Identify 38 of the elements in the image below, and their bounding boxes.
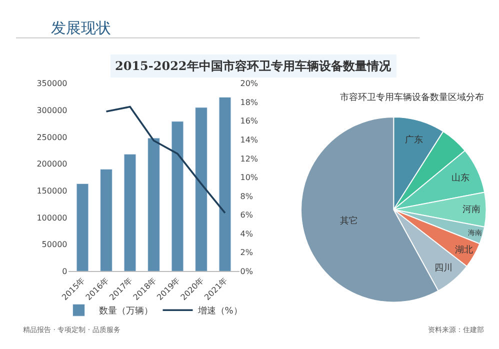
y2-tick-label: 14% <box>240 135 258 144</box>
y-tick-label: 350000 <box>36 79 68 88</box>
y2-tick-label: 16% <box>240 116 258 126</box>
slice-label: 湖北 <box>455 244 474 256</box>
line-series <box>105 106 226 214</box>
bar <box>124 154 136 272</box>
bar <box>171 121 184 272</box>
legend-label: 增速（%） <box>196 306 242 317</box>
y2-tick-label: 8% <box>240 192 254 201</box>
y2-tick-label: 10% <box>240 173 258 182</box>
bar <box>195 107 208 272</box>
y2-tick-label: 18% <box>240 98 258 107</box>
chart-title: 2015-2022年中国市容环卫专用车辆设备数量情况 <box>115 59 392 73</box>
y2-tick-label: 0% <box>240 267 254 276</box>
y-tick-label: 200000 <box>36 160 68 169</box>
y-tick-label: 150000 <box>36 186 68 196</box>
bar <box>148 138 160 272</box>
y-tick-label: 100000 <box>36 213 68 222</box>
slice-label: 其它 <box>340 216 358 227</box>
bar <box>218 96 232 272</box>
y2-tick-label: 2% <box>240 248 254 258</box>
y2-tick-label: 6% <box>240 210 254 220</box>
y2-tick-label: 12% <box>240 154 258 164</box>
chart-title: 市容环卫专用车辆设备数量区域分布 <box>340 92 484 103</box>
legend-label: 数量（万辆） <box>98 306 153 317</box>
y2-tick-label: 20% <box>240 79 258 88</box>
y2-tick-label: 4% <box>240 229 254 238</box>
y-tick-label: 300000 <box>36 106 68 115</box>
bar <box>76 183 89 272</box>
slice-label: 四川 <box>434 262 453 274</box>
slice-label: 河南 <box>462 204 481 216</box>
y-tick-label: 0 <box>62 267 68 276</box>
slice-label: 广东 <box>404 134 423 146</box>
y-tick-label: 250000 <box>36 132 68 142</box>
bar <box>100 168 112 272</box>
text: 发展现状 <box>51 19 111 37</box>
y-tick-label: 50000 <box>42 240 68 250</box>
slice-label: 山东 <box>452 172 470 184</box>
